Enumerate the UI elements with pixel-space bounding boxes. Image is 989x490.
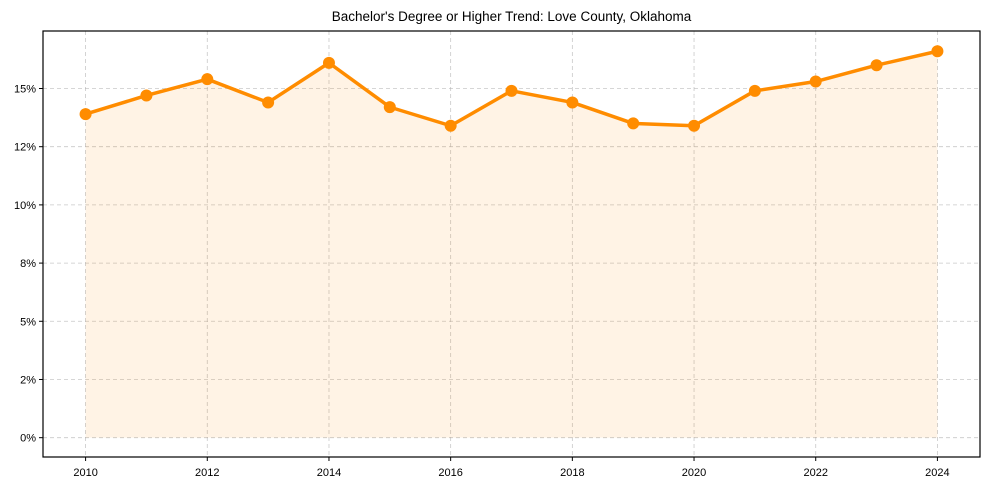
y-tick-label: 8% — [20, 258, 36, 270]
data-point-marker — [201, 73, 214, 86]
data-point-marker — [748, 84, 761, 97]
y-tick-label: 10% — [14, 200, 36, 212]
y-tick-label: 0% — [20, 433, 36, 445]
x-tick-label: 2012 — [195, 467, 219, 479]
area-fill-polygon — [85, 51, 938, 438]
y-tick-label: 15% — [14, 83, 36, 95]
data-point-marker — [870, 59, 883, 72]
x-tick-label: 2024 — [925, 467, 949, 479]
y-tick-label: 12% — [14, 142, 36, 154]
x-tick-label: 2014 — [317, 467, 341, 479]
data-point-marker — [262, 96, 275, 109]
data-point-marker — [809, 75, 822, 88]
chart-title: Bachelor's Degree or Higher Trend: Love … — [332, 9, 692, 24]
data-point-marker — [140, 89, 153, 102]
data-point-marker — [383, 101, 396, 114]
grid-lines — [43, 31, 980, 457]
data-point-marker — [444, 119, 457, 132]
axes-frame — [42, 30, 981, 458]
plot-frame — [42, 30, 981, 458]
y-axis-ticks: 0% 2% 5% 8% 10% 12% 15% — [14, 83, 43, 445]
x-axis-ticks: 2010 2012 2014 2016 2018 2020 2022 2024 — [73, 457, 950, 479]
data-point-marker — [688, 119, 701, 132]
x-tick-label: 2016 — [438, 467, 462, 479]
data-point-marker — [322, 56, 335, 69]
data-point-marker — [79, 108, 92, 121]
x-tick-label: 2022 — [803, 467, 827, 479]
x-tick-label: 2010 — [73, 467, 97, 479]
data-point-marker — [627, 117, 640, 130]
x-tick-label: 2018 — [560, 467, 584, 479]
data-point-marker — [931, 45, 944, 58]
y-tick-label: 2% — [20, 374, 36, 386]
data-markers — [79, 45, 944, 132]
data-point-marker — [566, 96, 579, 109]
y-tick-label: 5% — [20, 316, 36, 328]
data-point-marker — [505, 84, 518, 97]
area-fill — [85, 51, 938, 438]
x-tick-label: 2020 — [682, 467, 706, 479]
